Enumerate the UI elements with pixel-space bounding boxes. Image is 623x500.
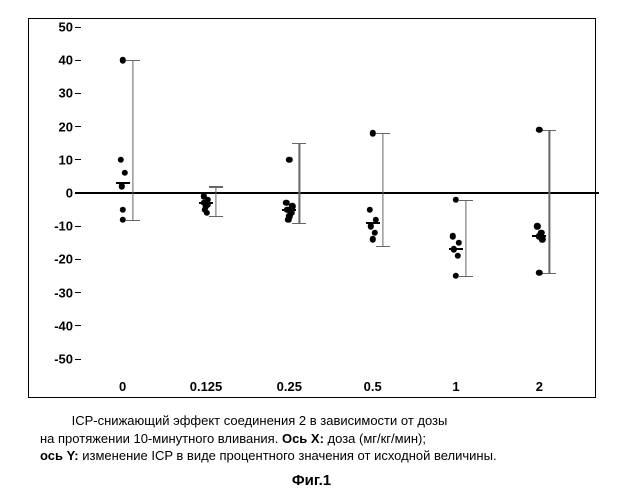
data-point <box>118 183 124 189</box>
data-point <box>536 127 542 133</box>
data-point <box>450 233 456 239</box>
data-point <box>453 196 459 202</box>
error-cap <box>126 220 140 221</box>
y-tick-label: -30 <box>37 285 73 300</box>
error-bar <box>549 130 550 273</box>
y-tick-mark <box>75 93 81 94</box>
y-tick-label: -50 <box>37 352 73 367</box>
data-point <box>536 269 542 275</box>
error-cap <box>376 133 390 134</box>
error-bar <box>299 143 300 223</box>
data-point <box>369 236 375 242</box>
caption-text: доза (мг/кг/мин); <box>328 431 426 446</box>
y-tick-label: 10 <box>37 152 73 167</box>
x-tick-label: 1 <box>452 379 459 394</box>
error-cap <box>376 246 390 247</box>
caption-line-2: на протяжении 10-минутного вливания. Ось… <box>40 430 595 448</box>
y-tick-mark <box>75 126 81 127</box>
y-tick-label: 30 <box>37 86 73 101</box>
caption-line-3: ось Y: изменение ICP в виде процентного … <box>40 447 595 465</box>
y-tick-label: 0 <box>37 186 73 201</box>
error-cap <box>292 223 306 224</box>
y-tick-mark <box>75 226 81 227</box>
error-cap <box>542 130 556 131</box>
chart-frame: -50 -40 -30 -20 -10 0 10 20 30 40 50 0 0.125 0.25 0.5 1… <box>28 18 596 398</box>
data-point <box>119 216 125 222</box>
data-point <box>539 236 545 242</box>
data-point <box>121 170 127 176</box>
caption-line-1: ICP-снижающий эффект соединения 2 в зави… <box>40 412 595 430</box>
data-point <box>366 206 372 212</box>
error-bar <box>465 200 466 276</box>
data-point <box>285 216 291 222</box>
data-point <box>119 57 125 63</box>
y-tick-label: 40 <box>37 53 73 68</box>
data-point <box>451 246 457 252</box>
x-tick-label: 0.25 <box>277 379 302 394</box>
axis-y-label: ось Y: <box>40 448 79 463</box>
error-cap <box>542 273 556 274</box>
caption-text: на протяжении 10-минутного вливания. <box>40 431 282 446</box>
figure-page: -50 -40 -30 -20 -10 0 10 20 30 40 50 0 0.125 0.25 0.5 1… <box>0 0 623 500</box>
y-tick-mark <box>75 60 81 61</box>
error-cap <box>292 143 306 144</box>
x-tick-label: 2 <box>536 379 543 394</box>
y-tick-mark <box>75 259 81 260</box>
y-tick-label: 50 <box>37 20 73 35</box>
error-bar <box>132 60 133 219</box>
y-tick-label: -10 <box>37 219 73 234</box>
y-tick-label: -40 <box>37 318 73 333</box>
x-tick-label: 0.125 <box>190 379 223 394</box>
data-point <box>286 157 292 163</box>
data-point <box>367 223 373 229</box>
y-tick-mark <box>75 292 81 293</box>
axis-x-label: Ось X: <box>282 431 324 446</box>
y-tick-mark <box>75 359 81 360</box>
y-tick-mark <box>75 27 81 28</box>
data-point <box>455 253 461 259</box>
data-point <box>371 230 377 236</box>
data-point <box>369 130 375 136</box>
caption-text: изменение ICP в виде процентного значени… <box>82 448 496 463</box>
error-cap <box>209 216 223 217</box>
error-cap <box>209 186 223 187</box>
error-cap <box>459 200 473 201</box>
data-point <box>204 210 210 216</box>
plot-area: -50-40-30-20-100102030405000.1250.250.51… <box>81 27 581 359</box>
data-point <box>117 157 123 163</box>
error-bar <box>215 186 216 216</box>
y-tick-mark <box>75 159 81 160</box>
error-cap <box>459 276 473 277</box>
data-point <box>119 206 125 212</box>
y-tick-label: 20 <box>37 119 73 134</box>
x-tick-label: 0 <box>119 379 126 394</box>
y-tick-mark <box>75 325 81 326</box>
zero-line <box>75 192 599 194</box>
error-bar <box>382 133 383 246</box>
data-point <box>534 223 540 229</box>
error-cap <box>126 60 140 61</box>
caption-text: ICP-снижающий эффект соединения 2 в зави… <box>72 413 448 428</box>
data-point <box>456 240 462 246</box>
figure-label: Фиг.1 <box>0 472 623 489</box>
caption: ICP-снижающий эффект соединения 2 в зави… <box>40 412 595 465</box>
y-tick-label: -20 <box>37 252 73 267</box>
x-tick-label: 0.5 <box>364 379 382 394</box>
data-point <box>453 273 459 279</box>
